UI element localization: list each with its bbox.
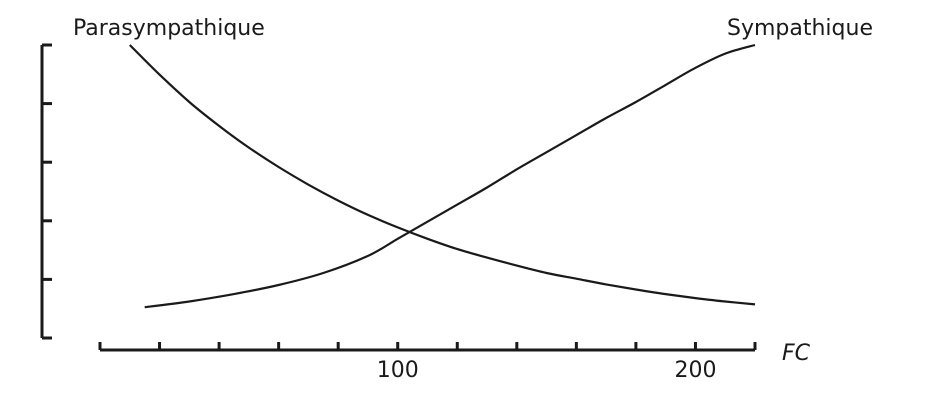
x-tick-label-1: 200 — [674, 358, 716, 383]
y-axis — [40, 43, 52, 340]
x-axis-title: FC — [782, 341, 811, 366]
labels: Parasympathique Sympathique FC — [73, 16, 873, 366]
curves — [129, 43, 756, 309]
series-label-sympathique: Sympathique — [727, 16, 873, 41]
series-label-parasympathique: Parasympathique — [73, 16, 265, 41]
x-tick-label-0: 100 — [377, 358, 419, 383]
series-line-sympathique — [144, 43, 756, 309]
x-axis: 100 200 — [98, 342, 757, 383]
series-line-parasympathique — [129, 44, 756, 306]
